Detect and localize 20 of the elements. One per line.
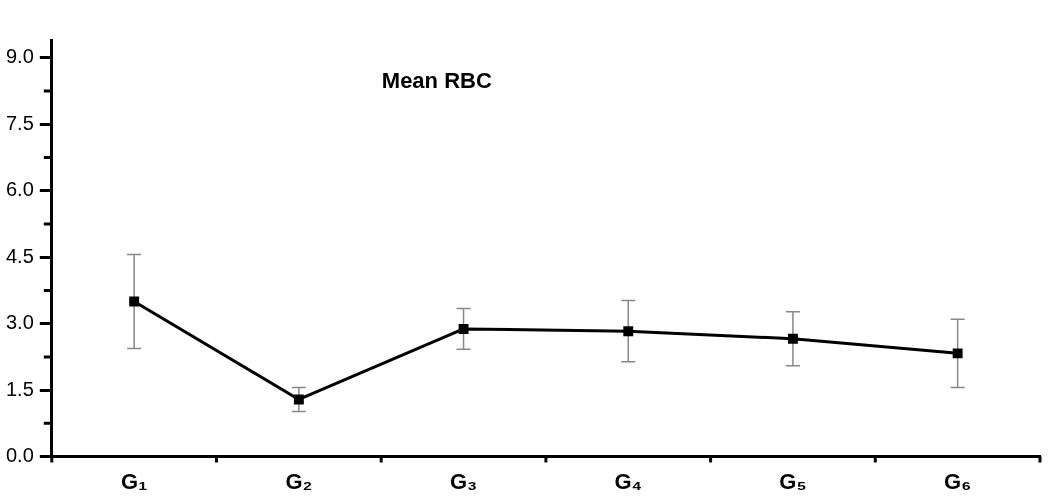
point — [788, 333, 798, 344]
x-tick-label: G₁ — [121, 468, 148, 494]
point — [293, 394, 304, 405]
y-tick-label: 6.0 — [5, 178, 34, 201]
y-tick-label: 1.5 — [5, 377, 34, 400]
x-tick-label: G₃ — [449, 468, 478, 494]
point — [129, 296, 140, 307]
y-tick-label: 7.5 — [5, 111, 34, 134]
x-tick-label: G₂ — [285, 468, 313, 494]
y-tick-label: 4.5 — [5, 244, 34, 267]
y-tick-label: 3.0 — [5, 311, 34, 334]
y-tick-label: 0.0 — [5, 444, 34, 467]
x-tick-label: G₆ — [944, 468, 972, 494]
y-tick-label: 9.0 — [5, 45, 34, 68]
point — [952, 348, 963, 359]
text: Mean RBC — [381, 68, 492, 94]
x-tick-label: G₄ — [614, 468, 643, 494]
point — [458, 324, 469, 334]
point — [623, 326, 634, 337]
x-tick-label: G₅ — [779, 468, 807, 494]
